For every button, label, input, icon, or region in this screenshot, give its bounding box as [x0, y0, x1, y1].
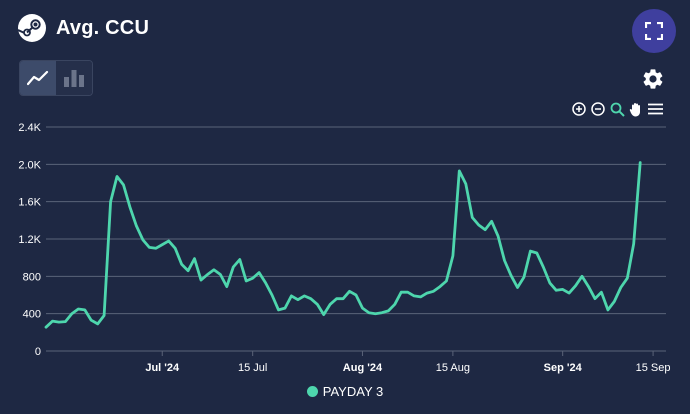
zoom-out-button[interactable]: [590, 101, 606, 117]
x-axis: Jul '24 15 Jul Aug '24 15 Aug Sep '24 15 Sep: [145, 351, 671, 374]
selection-zoom-icon: [610, 102, 625, 117]
x-tick-label: 15 Jul: [238, 362, 267, 374]
legend-item-payday-3[interactable]: PAYDAY 3: [306, 384, 384, 399]
settings-button[interactable]: [641, 67, 665, 91]
y-axis: 0 400 800 1.2K 1.6K 2.0K 2.4K: [18, 122, 41, 358]
y-tick-label: 1.6K: [18, 197, 41, 209]
bar-chart-icon: [64, 70, 84, 87]
menu-button[interactable]: [647, 101, 663, 117]
line-chart-button[interactable]: [20, 61, 56, 95]
pan-button[interactable]: [628, 101, 644, 117]
zoom-in-button[interactable]: [571, 101, 587, 117]
chart-type-toggle: [19, 60, 93, 96]
zoom-out-icon: [591, 102, 605, 116]
legend-label: PAYDAY 3: [322, 384, 384, 399]
fullscreen-icon: [645, 22, 663, 40]
x-tick-label: Aug '24: [343, 362, 383, 374]
menu-icon: [647, 103, 663, 115]
y-tick-label: 2.0K: [18, 159, 41, 171]
chart-legend: PAYDAY 3: [0, 384, 690, 399]
steam-logo-icon: [18, 14, 46, 42]
chart-header: Avg. CCU: [18, 14, 149, 42]
zoom-toolbar: [571, 101, 663, 117]
x-tick-label: Jul '24: [145, 362, 180, 374]
chart-gridlines: [46, 126, 666, 352]
chart-title: Avg. CCU: [56, 16, 150, 39]
y-tick-label: 400: [23, 309, 41, 321]
x-tick-label: 15 Sep: [636, 362, 671, 374]
zoom-in-icon: [572, 102, 586, 116]
series-line: [44, 161, 642, 329]
y-tick-label: 800: [23, 271, 41, 283]
y-tick-label: 0: [35, 346, 41, 358]
fullscreen-button[interactable]: [632, 9, 676, 53]
chart-series: [44, 161, 642, 329]
y-tick-label: 2.4K: [18, 122, 41, 134]
x-tick-label: 15 Aug: [436, 362, 470, 374]
bar-chart-button[interactable]: [56, 61, 92, 95]
x-tick-label: Sep '24: [544, 362, 583, 374]
line-chart-icon: [27, 70, 49, 86]
y-tick-label: 1.2K: [18, 234, 41, 246]
gear-icon: [643, 69, 663, 89]
pan-hand-icon: [629, 102, 640, 116]
selection-zoom-button[interactable]: [609, 101, 625, 117]
legend-marker: [306, 386, 318, 397]
